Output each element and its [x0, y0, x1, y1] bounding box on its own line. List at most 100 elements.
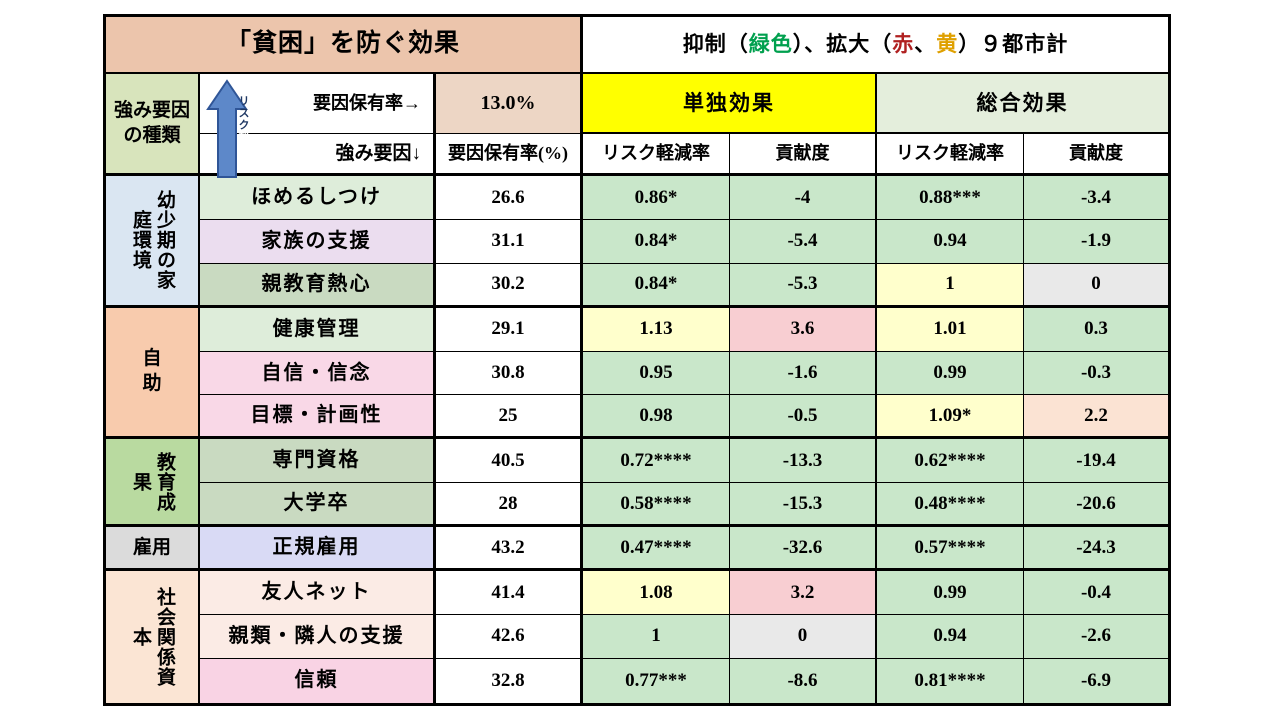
- overall-factor-rate-value: 13.0%: [436, 74, 583, 134]
- overall-contrib-cell: 0: [1024, 263, 1168, 308]
- overall-contrib-cell: -2.6: [1024, 614, 1168, 659]
- group-cell-social-capital: 社会関係資本: [106, 571, 200, 703]
- arrow-label-top: リスク: [237, 95, 249, 131]
- single-risk-cell: 0.84*: [583, 219, 730, 264]
- factor-rate-cell: 42.6: [436, 614, 583, 659]
- strength-factor-header: 強み要因↓: [200, 134, 436, 176]
- overall-risk-cell: 0.62****: [877, 439, 1024, 484]
- overall-contrib-cell: -24.3: [1024, 527, 1168, 572]
- group-label: 幼少期の家庭環境: [130, 190, 175, 291]
- overall-contrib-cell: -20.6: [1024, 483, 1168, 528]
- overall-risk-col-header: リスク軽減率: [877, 134, 1024, 176]
- group-cell-self-help: 自 助: [106, 307, 200, 440]
- factor-rate-arrow-header: 要因保有率→: [200, 74, 436, 134]
- arrow-label-bottom: 軽減: [237, 131, 249, 155]
- factor-rate-cell: 31.1: [436, 219, 583, 264]
- single-contrib-col-header: 貢献度: [730, 134, 877, 176]
- factor-rate-cell: 26.6: [436, 176, 583, 220]
- legend-green-word: 緑色: [748, 32, 793, 57]
- factor-rate-col-header: 要因保有率(%): [436, 134, 583, 176]
- single-contrib-cell: 0: [730, 614, 877, 659]
- legend-comma: 、: [914, 32, 937, 57]
- single-contrib-cell: -15.3: [730, 483, 877, 528]
- factor-rate-cell: 41.4: [436, 571, 583, 615]
- overall-contrib-cell: -19.4: [1024, 439, 1168, 484]
- legend-suffix: ）９都市計: [958, 32, 1069, 57]
- row-label-cell: 専門資格: [200, 439, 436, 484]
- single-risk-cell: 0.95: [583, 351, 730, 396]
- group-label: 雇用: [132, 536, 171, 558]
- row-label-cell: 友人ネット: [200, 571, 436, 615]
- overall-risk-cell: 0.94: [877, 614, 1024, 659]
- risk-reduction-arrow-icon: リスク 軽減: [206, 79, 249, 179]
- single-contrib-cell: -5.3: [730, 263, 877, 308]
- factor-rate-cell: 28: [436, 483, 583, 528]
- single-risk-cell: 0.47****: [583, 527, 730, 572]
- row-label-cell: 大学卒: [200, 483, 436, 528]
- table-title: 「貧困」を防ぐ効果: [106, 17, 583, 74]
- overall-risk-cell: 1.09*: [877, 395, 1024, 440]
- factor-rate-cell: 29.1: [436, 307, 583, 352]
- legend-yellow-word: 黄: [936, 32, 959, 57]
- row-label-cell: 健康管理: [200, 307, 436, 352]
- factor-rate-cell: 40.5: [436, 439, 583, 484]
- group-label: 自 助: [142, 348, 162, 394]
- category-header-label: 強み要因 の種類: [113, 99, 190, 146]
- single-effect-header: 単独効果: [583, 74, 877, 134]
- overall-contrib-cell: -1.9: [1024, 219, 1168, 264]
- row-label-cell: 親教育熱心: [200, 263, 436, 308]
- single-risk-cell: 0.72****: [583, 439, 730, 484]
- group-cell-education: 教育成果: [106, 439, 200, 528]
- factor-rate-cell: 25: [436, 395, 583, 440]
- overall-contrib-cell: -0.3: [1024, 351, 1168, 396]
- single-contrib-cell: -5.4: [730, 219, 877, 264]
- overall-risk-cell: 0.48****: [877, 483, 1024, 528]
- overall-contrib-cell: -0.4: [1024, 571, 1168, 615]
- single-risk-cell: 0.86*: [583, 176, 730, 220]
- overall-risk-cell: 1: [877, 263, 1024, 308]
- overall-contrib-cell: 0.3: [1024, 307, 1168, 352]
- single-risk-cell: 0.58****: [583, 483, 730, 528]
- legend-mid: ）、拡大（: [792, 32, 893, 57]
- overall-risk-cell: 0.57****: [877, 527, 1024, 572]
- overall-risk-cell: 0.81****: [877, 658, 1024, 703]
- factor-rate-cell: 30.2: [436, 263, 583, 308]
- overall-contrib-cell: -6.9: [1024, 658, 1168, 703]
- row-label-cell: 信頼: [200, 658, 436, 703]
- group-label: 教育成果: [130, 451, 175, 512]
- single-contrib-cell: 3.2: [730, 571, 877, 615]
- single-contrib-cell: -13.3: [730, 439, 877, 484]
- single-risk-cell: 1.08: [583, 571, 730, 615]
- legend-prefix: 抑制（: [682, 32, 749, 57]
- single-contrib-cell: -8.6: [730, 658, 877, 703]
- overall-contrib-cell: 2.2: [1024, 395, 1168, 440]
- color-legend: 抑制（ 緑色 ）、拡大（赤、黄）９都市計: [583, 17, 1168, 74]
- single-risk-cell: 1: [583, 614, 730, 659]
- overall-risk-cell: 1.01: [877, 307, 1024, 352]
- risk-reduction-arrow-label: リスク 軽減: [206, 95, 249, 155]
- single-contrib-cell: -1.6: [730, 351, 877, 396]
- row-label-cell: 親類・隣人の支援: [200, 614, 436, 659]
- single-contrib-cell: 3.6: [730, 307, 877, 352]
- overall-contrib-cell: -3.4: [1024, 176, 1168, 220]
- group-cell-childhood-home: 幼少期の家庭環境: [106, 176, 200, 308]
- overall-contrib-col-header: 貢献度: [1024, 134, 1168, 176]
- single-risk-col-header: リスク軽減率: [583, 134, 730, 176]
- row-label-cell: 目標・計画性: [200, 395, 436, 440]
- row-label-cell: ほめるしつけ: [200, 176, 436, 220]
- single-risk-cell: 0.77***: [583, 658, 730, 703]
- single-risk-cell: 0.84*: [583, 263, 730, 308]
- row-label-cell: 自信・信念: [200, 351, 436, 396]
- single-contrib-cell: -32.6: [730, 527, 877, 572]
- overall-effect-header: 総合効果: [877, 74, 1168, 134]
- row-label-cell: 正規雇用: [200, 527, 436, 572]
- factor-rate-cell: 32.8: [436, 658, 583, 703]
- legend-red-word: 赤: [892, 32, 915, 57]
- category-header: 強み要因 の種類: [106, 74, 200, 176]
- single-risk-cell: 0.98: [583, 395, 730, 440]
- overall-risk-cell: 0.88***: [877, 176, 1024, 220]
- group-label: 社会関係資本: [130, 586, 175, 687]
- overall-risk-cell: 0.94: [877, 219, 1024, 264]
- single-contrib-cell: -0.5: [730, 395, 877, 440]
